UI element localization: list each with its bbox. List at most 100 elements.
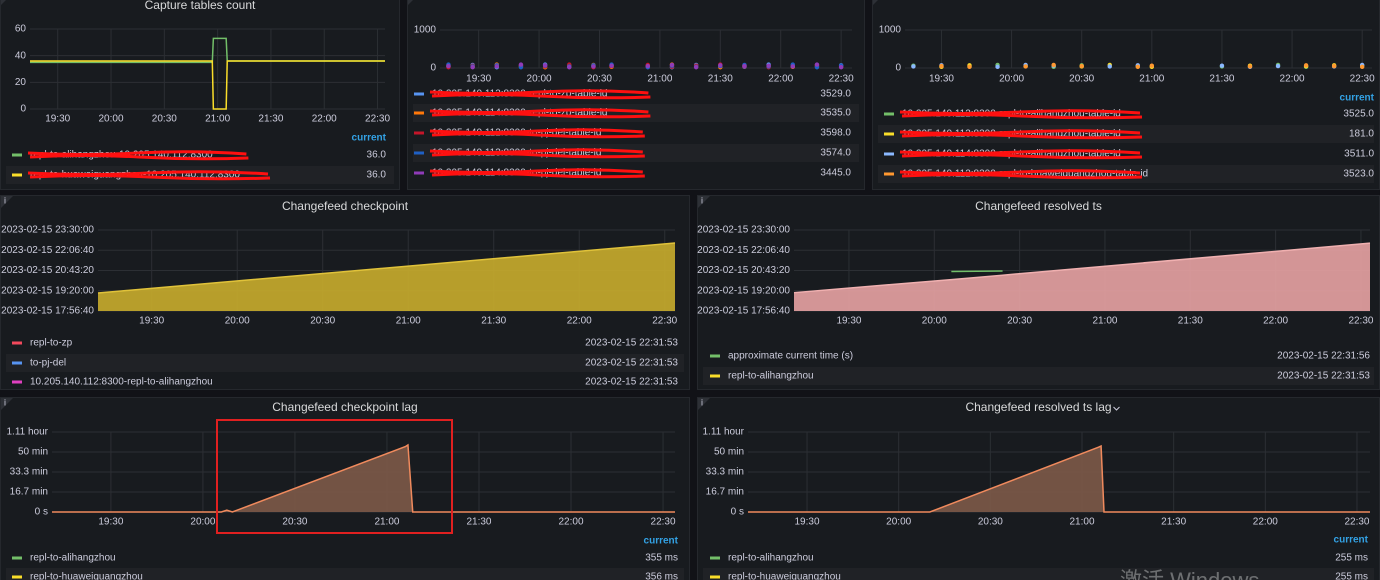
legend-value: 3598.0 [820, 128, 851, 139]
area-fill [794, 243, 1370, 311]
title-chevron [1113, 406, 1120, 411]
scatter-dot [1051, 62, 1056, 68]
legend-name: repl-to-huaweiguangzhou [30, 572, 143, 580]
x-tick-label: 22:00 [567, 316, 592, 327]
scatter-dot [1135, 64, 1140, 70]
info-corner [698, 398, 710, 410]
x-tick-label: 20:30 [152, 114, 177, 125]
scatter-dot [939, 63, 944, 69]
legend-value: 3535.0 [820, 108, 851, 119]
series-line [793, 242, 1371, 294]
area-fill [98, 242, 675, 311]
legend-value: 3574.0 [820, 148, 851, 159]
x-tick-label: 22:30 [829, 74, 854, 85]
x-tick-label: 21:00 [647, 74, 672, 85]
x-tick-label: 20:00 [527, 74, 552, 85]
x-tick-label: 20:00 [999, 74, 1024, 85]
x-tick-label: 21:00 [374, 517, 399, 528]
scatter-dot [995, 64, 1000, 70]
legend-value: 3529.0 [820, 89, 851, 100]
x-tick-label: 20:30 [978, 517, 1003, 528]
y-tick-label: 16.7 min [10, 487, 48, 498]
redaction [429, 148, 645, 159]
legend-name: to-pj-del [30, 358, 66, 369]
scatter-dot [1107, 64, 1112, 69]
x-tick-label: 21:00 [1139, 74, 1164, 85]
legend-header: current [644, 536, 679, 547]
area-fill [748, 446, 1370, 512]
legend-value: 2023-02-15 22:31:53 [585, 338, 678, 349]
legend-value: 36.0 [367, 170, 387, 181]
info-corner [1, 398, 13, 410]
x-tick-label: 20:00 [99, 114, 124, 125]
scatter-dot [518, 62, 524, 67]
legend-name: repl-to-huaweiguangzhou [728, 572, 841, 580]
scatter-dot [693, 65, 699, 70]
legend-value: 255 ms [1335, 572, 1368, 580]
legend-value: 3525.0 [1343, 109, 1374, 120]
x-tick-label: 22:30 [652, 316, 677, 327]
legend-value: 2023-02-15 22:31:53 [585, 377, 678, 388]
scatter-dot [494, 64, 499, 69]
y-tick-label: 33.3 min [706, 467, 744, 478]
x-tick-label: 22:00 [558, 517, 583, 528]
redaction [429, 168, 645, 179]
scatter-dot [814, 62, 820, 67]
area-fill [52, 444, 675, 512]
scatter-dot [1079, 63, 1084, 69]
legend-header: current [1334, 535, 1369, 546]
panel-title: Changefeed resolved ts lag [965, 400, 1111, 414]
info-icon: i [4, 195, 6, 205]
x-tick-label: 21:30 [1209, 74, 1234, 85]
x-tick-label: 19:30 [836, 316, 861, 327]
legend-row [878, 125, 1374, 143]
scatter-dot [446, 63, 451, 69]
scatter-dot [470, 65, 475, 70]
y-tick-label: 1.11 hour [702, 427, 744, 438]
redaction [899, 109, 1143, 120]
scatter-dot [1303, 63, 1309, 68]
x-tick-label: 20:00 [922, 316, 947, 327]
y-tick-label: 50 min [18, 447, 48, 458]
legend-value: 3445.0 [820, 168, 851, 179]
y-tick-label: 2023-02-15 22:06:40 [1, 245, 94, 256]
x-tick-label: 22:30 [651, 517, 676, 528]
scatter-dot [1149, 63, 1155, 68]
scatter-dot [967, 64, 972, 70]
x-tick-label: 22:30 [1348, 316, 1373, 327]
info-corner [1, 196, 13, 208]
y-tick-label: 1000 [879, 25, 902, 36]
redaction [899, 129, 1143, 140]
scatter-dot [1331, 63, 1337, 69]
x-tick-label: 20:00 [225, 316, 250, 327]
legend-row [703, 367, 1374, 385]
legend-name: 10.205.140.112:8300-repl-to-huaweiguangz… [902, 169, 1148, 180]
y-tick-label: 20 [15, 77, 27, 88]
y-tick-label: 2023-02-15 23:30:00 [697, 225, 790, 236]
x-tick-label: 20:30 [587, 74, 612, 85]
series-line [52, 443, 675, 513]
x-tick-label: 22:00 [1253, 517, 1278, 528]
x-tick-label: 21:30 [708, 74, 733, 85]
y-tick-label: 0 s [731, 507, 744, 518]
scatter-dot [838, 65, 844, 70]
panel [872, 0, 1380, 190]
highlight-box [216, 419, 453, 534]
x-tick-label: 22:00 [312, 114, 337, 125]
scatter-dot [669, 62, 675, 68]
info-icon: i [4, 397, 6, 407]
legend-name: repl-to-zp [30, 338, 73, 349]
legend-name: approximate current time (s) [728, 351, 853, 362]
legend-value: 2023-02-15 22:31:56 [1277, 351, 1370, 362]
redaction [429, 128, 645, 139]
y-tick-label: 1000 [414, 25, 437, 36]
y-tick-label: 40 [15, 50, 27, 61]
info-corner [873, 0, 878, 5]
legend-value: 36.0 [367, 150, 387, 161]
x-tick-label: 19:30 [795, 517, 820, 528]
legend-row [413, 104, 859, 122]
info-corner [698, 196, 710, 208]
legend-name: repl-to-alihangzhou [728, 371, 814, 382]
legend-value: 255 ms [1335, 553, 1368, 564]
